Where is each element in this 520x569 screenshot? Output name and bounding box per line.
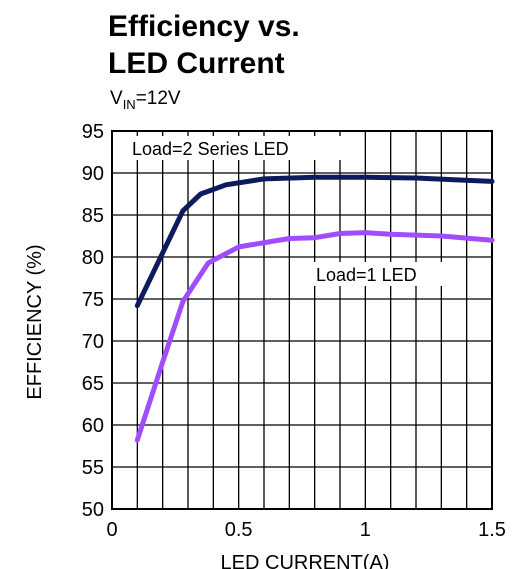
subtitle-variable: V xyxy=(110,88,123,109)
series-line-1 xyxy=(134,174,495,309)
x-tick-labels: 0 0.5 1 1.5 xyxy=(106,519,505,541)
y-tick-label: 85 xyxy=(82,205,104,227)
y-tick-label: 90 xyxy=(82,163,104,185)
series-label-load-1-led: Load=1 LED xyxy=(316,265,417,285)
y-axis-label: EFFICIENCY (%) xyxy=(24,244,46,399)
y-tick-label: 70 xyxy=(82,331,104,353)
x-tick-label: 0 xyxy=(106,519,117,541)
y-tick-label: 50 xyxy=(82,499,104,521)
chart-subtitle: VIN=12V xyxy=(110,88,181,112)
x-axis-label: LED CURRENT(A) xyxy=(221,552,390,569)
annotation-bg-series-2 xyxy=(310,262,454,286)
x-tick-label: 1 xyxy=(360,519,371,541)
chart-grid xyxy=(112,131,492,509)
chart-title-line2: LED Current xyxy=(108,47,285,80)
chart-title: Efficiency vs. LED Current xyxy=(108,8,300,82)
x-tick-label: 1.5 xyxy=(478,519,506,541)
annotation-bg-series-1 xyxy=(128,136,343,160)
y-tick-label: 95 xyxy=(82,121,104,143)
chart-title-line1: Efficiency vs. xyxy=(108,10,300,43)
series-label-load-2-series-led: Load=2 Series LED xyxy=(132,139,289,159)
subtitle-subscript: IN xyxy=(122,97,136,112)
subtitle-value: =12V xyxy=(135,88,181,109)
y-tick-label: 65 xyxy=(82,373,104,395)
y-tick-label: 80 xyxy=(82,247,104,269)
x-tick-label: 0.5 xyxy=(225,519,253,541)
series-lines xyxy=(134,174,495,443)
y-tick-label: 75 xyxy=(82,289,104,311)
y-tick-labels: 50 55 60 65 70 75 80 85 90 95 xyxy=(82,121,104,521)
plot-frame xyxy=(111,130,493,510)
y-tick-label: 60 xyxy=(82,415,104,437)
y-tick-label: 55 xyxy=(82,457,104,479)
series-line-2 xyxy=(134,230,495,443)
